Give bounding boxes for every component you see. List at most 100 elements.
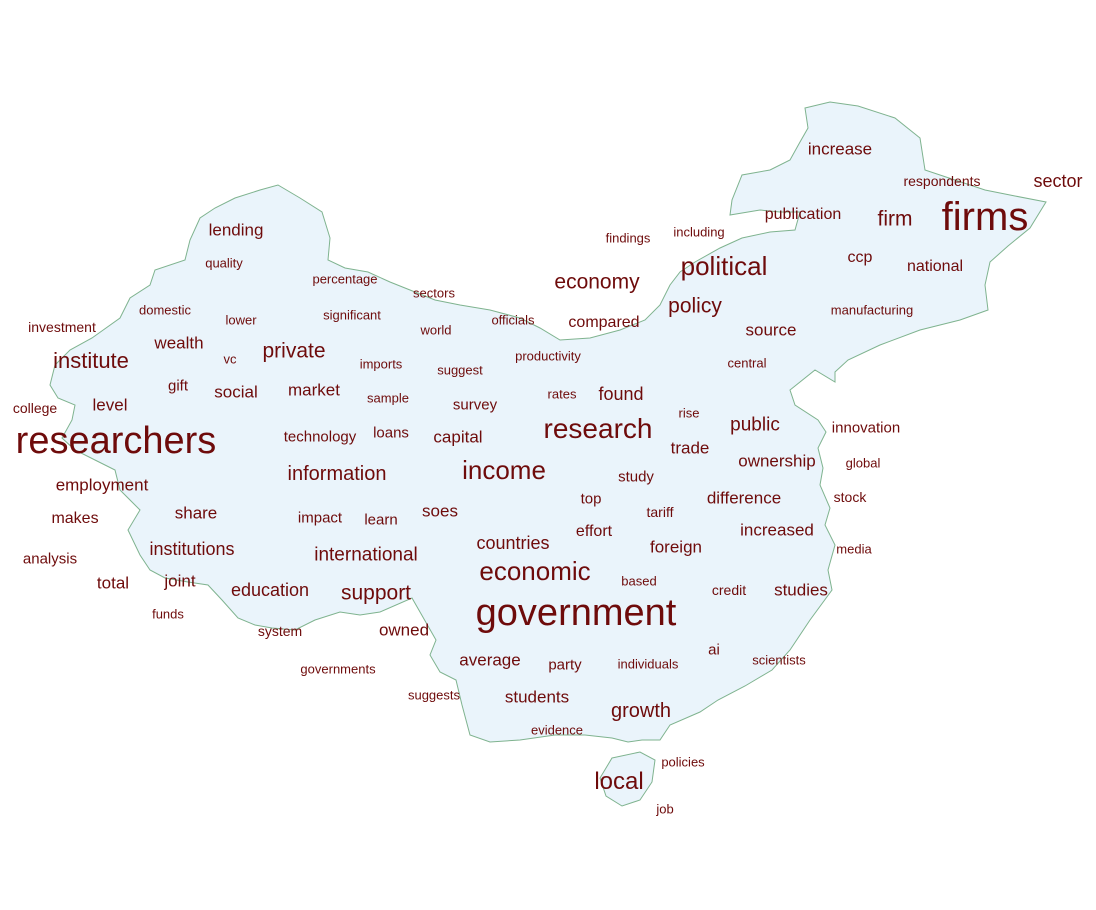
word-world: world — [420, 322, 452, 338]
word-ccp: ccp — [847, 249, 873, 266]
word-central: central — [727, 355, 767, 371]
word-findings: findings — [605, 230, 651, 246]
word-firm: firm — [877, 207, 913, 231]
word-rise: rise — [678, 405, 700, 421]
word-domestic: domestic — [138, 302, 192, 318]
word-vc: vc — [223, 351, 237, 367]
word-ai: ai — [708, 641, 720, 659]
word-including: including — [673, 224, 725, 240]
word-credit: credit — [711, 582, 747, 598]
word-government: government — [475, 592, 677, 634]
word-institutions: institutions — [149, 539, 235, 559]
word-individuals: individuals — [617, 656, 679, 672]
word-international: international — [314, 544, 418, 566]
word-income: income — [462, 455, 546, 485]
word-manufacturing: manufacturing — [830, 302, 914, 318]
word-tariff: tariff — [646, 504, 674, 520]
word-college: college — [12, 400, 58, 416]
word-rates: rates — [547, 386, 577, 402]
word-imports: imports — [359, 356, 403, 372]
word-respondents: respondents — [903, 173, 981, 189]
word-sample: sample — [367, 390, 409, 406]
word-total: total — [96, 573, 130, 593]
word-institute: institute — [53, 348, 129, 373]
word-funds: funds — [152, 606, 184, 622]
word-officials: officials — [491, 312, 535, 328]
word-capital: capital — [433, 427, 483, 447]
word-increase: increase — [807, 139, 873, 159]
word-research: research — [543, 413, 653, 444]
word-studies: studies — [774, 580, 828, 600]
word-foreign: foreign — [650, 537, 702, 557]
word-policies: policies — [661, 754, 705, 770]
word-owned: owned — [378, 620, 430, 640]
word-share: share — [174, 503, 218, 523]
word-soes: soes — [422, 501, 458, 521]
word-governments: governments — [300, 661, 376, 677]
word-firms: firms — [941, 195, 1029, 239]
word-based: based — [621, 573, 657, 589]
hainan-island-shape — [599, 751, 656, 807]
word-investment: investment — [28, 319, 96, 335]
word-sector: sector — [1033, 171, 1083, 191]
word-growth: growth — [610, 700, 672, 722]
word-quality: quality — [205, 255, 243, 271]
word-suggest: suggest — [437, 362, 483, 378]
word-loans: loans — [373, 424, 409, 442]
word-education: education — [230, 580, 310, 600]
word-job: job — [656, 801, 674, 817]
word-average: average — [459, 650, 521, 670]
word-makes: makes — [51, 510, 99, 527]
word-percentage: percentage — [312, 271, 378, 287]
word-economic: economic — [479, 556, 591, 586]
word-analysis: analysis — [22, 550, 78, 568]
word-global: global — [845, 455, 881, 471]
word-political: political — [680, 251, 768, 281]
word-students: students — [504, 687, 570, 707]
word-wealth: wealth — [154, 333, 204, 353]
word-scientists: scientists — [752, 652, 806, 668]
word-employment: employment — [55, 475, 149, 495]
word-suggests: suggests — [407, 687, 461, 703]
word-impact: impact — [297, 509, 343, 527]
word-lending: lending — [208, 220, 264, 240]
word-found: found — [598, 384, 644, 404]
word-survey: survey — [452, 396, 498, 414]
word-countries: countries — [476, 533, 550, 553]
word-researchers: researchers — [15, 420, 217, 462]
word-innovation: innovation — [831, 419, 901, 437]
word-significant: significant — [323, 307, 381, 323]
word-productivity: productivity — [515, 348, 581, 364]
word-difference: difference — [706, 488, 782, 508]
word-party: party — [548, 656, 582, 674]
word-study: study — [618, 468, 654, 486]
word-sectors: sectors — [413, 285, 455, 301]
word-learn: learn — [364, 511, 398, 529]
word-publication: publication — [764, 206, 842, 223]
word-stock: stock — [833, 489, 867, 505]
word-media: media — [836, 541, 872, 557]
word-technology: technology — [283, 428, 357, 446]
word-ownership: ownership — [738, 451, 816, 471]
word-evidence: evidence — [530, 722, 584, 738]
word-trade: trade — [670, 438, 710, 458]
word-source: source — [745, 320, 797, 340]
word-local: local — [594, 768, 644, 795]
word-public: public — [730, 414, 780, 436]
word-information: information — [287, 463, 387, 485]
word-national: national — [906, 258, 964, 275]
word-compared: compared — [568, 314, 640, 331]
word-system: system — [257, 623, 303, 639]
word-increased: increased — [740, 520, 814, 540]
word-private: private — [262, 339, 326, 363]
word-economy: economy — [554, 270, 640, 294]
word-lower: lower — [225, 312, 257, 328]
word-top: top — [580, 490, 602, 508]
word-social: social — [214, 382, 258, 402]
word-market: market — [288, 380, 340, 400]
word-support: support — [340, 581, 412, 605]
word-policy: policy — [668, 294, 722, 318]
word-level: level — [92, 395, 128, 415]
word-gift: gift — [167, 377, 189, 395]
